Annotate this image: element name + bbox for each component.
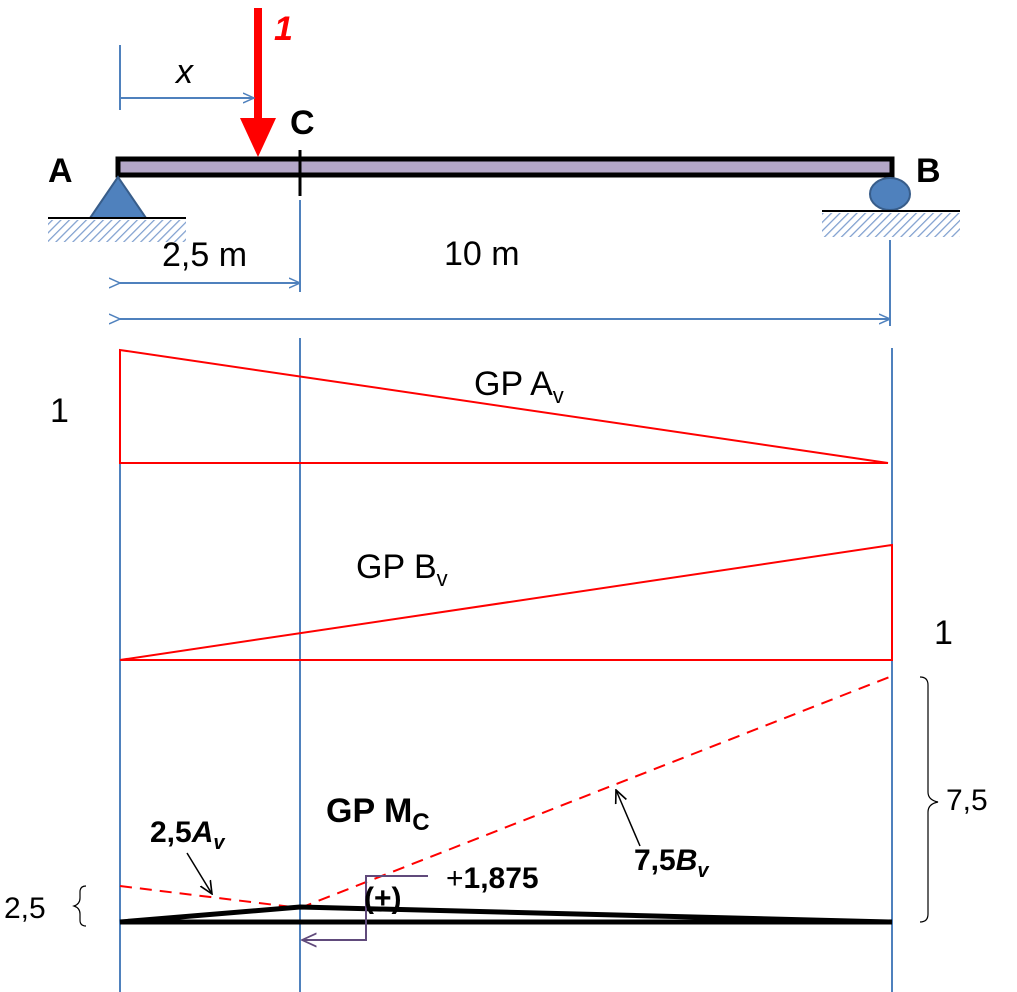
gp-av-value: 1 <box>50 392 69 430</box>
peak-leader-line <box>302 875 428 940</box>
arrow-2-5-av <box>186 852 212 894</box>
ground-hatch-a <box>48 220 186 242</box>
gp-bv-shape <box>119 543 893 661</box>
gp-bv-label: GP Bv <box>356 548 448 591</box>
load-label: 1 <box>274 10 293 48</box>
peak-value-label: +1,875 <box>446 862 539 895</box>
bracket-right-7-5 <box>919 676 939 923</box>
dim-ac-label: 2,5 m <box>162 236 247 274</box>
right-ordinate-value: 7,5 <box>946 784 988 817</box>
gp-av-label: GP Av <box>474 365 564 408</box>
ground-hatch-b <box>822 213 960 237</box>
label-2-5-av: 2,5Av <box>150 816 226 854</box>
gp-mc-label: GP MC <box>326 792 430 836</box>
label-7-5-bv: 7,5Bv <box>634 844 710 882</box>
pin-support-icon <box>88 175 148 219</box>
dashed-line-2-5-av <box>119 885 301 909</box>
dim-ab-label: 10 m <box>444 235 520 273</box>
point-a-label: A <box>48 152 73 190</box>
roller-support-icon <box>869 177 911 211</box>
sign-label: (+) <box>364 882 402 915</box>
load-arrow-head-icon <box>240 118 276 157</box>
beam <box>115 156 895 178</box>
arrow-7-5-bv <box>616 790 641 847</box>
dashed-line-7-5-bv <box>299 675 893 909</box>
bracket-left-2-5 <box>72 885 87 927</box>
gp-bv-value: 1 <box>934 614 953 652</box>
gp-av-shape <box>119 348 889 464</box>
point-b-label: B <box>916 152 941 190</box>
x-label: x <box>174 53 194 91</box>
point-c-label: C <box>290 104 315 142</box>
left-ordinate-value: 2,5 <box>4 892 46 925</box>
